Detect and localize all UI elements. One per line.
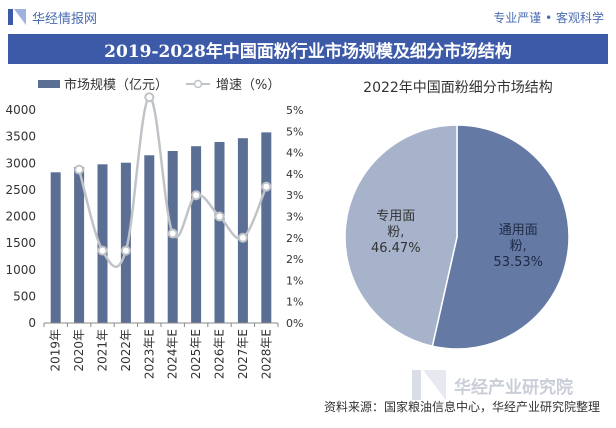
x-tick-label: 2027年E: [236, 329, 250, 379]
growth-point-2026年E: [214, 211, 225, 222]
bar-2025年E: [191, 146, 202, 323]
y-left-tick-label: 4000: [5, 103, 36, 117]
legend-bar-swatch: [38, 80, 60, 88]
y-right-tick-label: 4%: [286, 147, 303, 160]
x-tick-label: 2022年: [119, 329, 133, 372]
y-right-tick-label: 0%: [286, 317, 303, 330]
y-right-tick-label: 5%: [286, 125, 303, 138]
growth-point-2027年E: [237, 232, 248, 243]
pie-label-name-cont: 粉,: [510, 239, 527, 254]
brand-logo-icon: [8, 9, 26, 25]
x-tick-label: 2028年E: [259, 329, 273, 379]
growth-point-2021年: [97, 245, 108, 256]
y-right-tick-label: 2%: [286, 253, 303, 266]
pie-slice-1: [344, 124, 458, 348]
x-tick-label: 2026年E: [213, 329, 227, 379]
y-right-tick-label: 5%: [286, 104, 303, 117]
y-left-tick-label: 1000: [5, 263, 36, 277]
bar-2026年E: [214, 141, 225, 323]
y-left-tick-label: 2000: [5, 210, 36, 224]
growth-point-2024年E: [167, 228, 178, 239]
pie-label-name-cont: 粉,: [387, 225, 404, 240]
pie-label-name: 通用面: [499, 223, 538, 238]
source-note: 资料来源：国家粮油信息中心，华经产业研究院整理: [323, 400, 600, 414]
header: 华经情报网 专业严谨 • 客观科学: [0, 0, 616, 34]
legend-line-marker: [193, 79, 203, 89]
x-tick-label: 2019年: [49, 329, 63, 372]
bar-2021年: [97, 164, 108, 323]
y-right-tick-label: 3%: [286, 211, 303, 224]
chart-area: 市场规模（亿元） 增速（%） 0 500 1000 1500 2000 2500 3000 350…: [5, 77, 570, 379]
x-tick-label: 2025年E: [189, 329, 203, 379]
y-left-tick-label: 3500: [5, 130, 36, 144]
growth-point-2025年E: [191, 190, 202, 201]
bar-2020年: [74, 166, 85, 323]
bar-2023年E: [144, 155, 155, 323]
y-left-tick-label: 500: [13, 289, 36, 303]
y-right-tick-label: 3%: [286, 189, 303, 202]
x-tick-label: 2020年: [72, 329, 86, 372]
pie-label-name: 专用面: [376, 209, 415, 224]
growth-point-2020年: [74, 164, 85, 175]
growth-rate-line: [77, 95, 268, 268]
y-left-tick-label: 1500: [5, 236, 36, 250]
pie-label-percent: 53.53%: [493, 255, 543, 270]
y-left-tick-label: 3000: [5, 156, 36, 170]
bar-2028年E: [261, 132, 272, 323]
growth-point-2028年E: [261, 181, 272, 192]
pie-slice-0: [431, 124, 570, 350]
x-tick-label: 2021年: [96, 329, 110, 372]
y-right-tick-label: 1%: [286, 296, 303, 309]
pie-title: 2022年中国面粉细分市场结构: [363, 79, 553, 96]
watermark: 华经产业研究院: [412, 370, 573, 400]
growth-point-2023年E: [144, 92, 155, 103]
watermark-logo-icon: [412, 370, 446, 400]
y-left-tick-label: 0: [28, 316, 36, 330]
y-right-tick-label: 4%: [286, 168, 303, 181]
y-right-tick-label: 2%: [286, 232, 303, 245]
y-right-tick-label: 1%: [286, 274, 303, 287]
slogan: 专业严谨 • 客观科学: [493, 10, 604, 25]
legend-line-label: 增速（%）: [216, 78, 280, 93]
x-tick-label: 2024年E: [166, 329, 180, 379]
y-left-tick-label: 2500: [5, 183, 36, 197]
x-tick-label: 2023年E: [142, 329, 156, 379]
bar-2027年E: [237, 138, 248, 323]
chart-title-bar: 2019-2028年中国面粉行业市场规模及细分市场结构: [8, 34, 608, 64]
legend-bar-label: 市场规模（亿元）: [64, 77, 168, 93]
bar-2019年: [50, 172, 61, 323]
growth-point-2022年: [120, 245, 131, 256]
bar-2022年: [120, 162, 131, 323]
pie-label-percent: 46.47%: [371, 241, 421, 256]
chart-title: 2019-2028年中国面粉行业市场规模及细分市场结构: [104, 41, 512, 62]
watermark-text: 华经产业研究院: [454, 377, 573, 398]
brand: 华经情报网: [8, 8, 97, 27]
brand-name: 华经情报网: [32, 11, 98, 27]
